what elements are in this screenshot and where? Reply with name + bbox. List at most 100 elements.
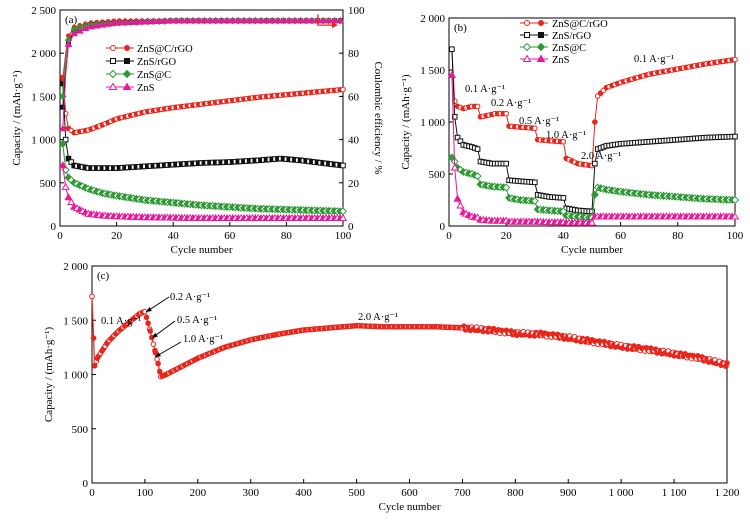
data-point — [156, 368, 163, 375]
legend-marker — [124, 45, 130, 51]
legend-marker — [536, 54, 546, 62]
rate-annotation: 0.1 A·g⁻¹ — [634, 54, 674, 65]
data-point — [62, 136, 69, 143]
data-point — [87, 22, 96, 30]
y-tick-label: 500 — [40, 178, 57, 190]
data-point — [58, 139, 67, 148]
data-point — [724, 360, 730, 366]
data-point — [279, 16, 288, 24]
data-point — [732, 56, 738, 63]
y-tick-label: 2 000 — [420, 13, 445, 25]
x-tick-label: 1 200 — [715, 487, 740, 499]
y-tick-label: 500 — [429, 169, 446, 181]
y2-tick-label: 0 — [348, 221, 354, 233]
data-point — [274, 16, 282, 24]
data-point — [149, 17, 158, 25]
x-tick-label: 700 — [454, 487, 471, 499]
legend-marker — [108, 82, 118, 90]
data-point — [451, 114, 458, 120]
data-point — [732, 133, 738, 140]
y-tick-label: 0 — [51, 221, 57, 233]
y-axis-title: Capacity / (mAh·g⁻¹) — [43, 327, 55, 423]
x-tick-label: 0 — [57, 230, 63, 242]
x-tick-label: 300 — [243, 487, 260, 499]
data-point — [473, 172, 482, 181]
panel-label: (a) — [65, 14, 78, 26]
data-point — [560, 195, 567, 201]
y2-tick-label: 80 — [348, 48, 360, 60]
rate-annotation: 0.1 A·g⁻¹ — [465, 84, 505, 95]
x-axis-title: Cycle number — [170, 244, 232, 256]
series-ZnS/rGO — [449, 46, 738, 215]
legend-marker — [122, 82, 132, 90]
series-ZnS/rGO — [60, 80, 346, 171]
data-point — [502, 183, 511, 192]
data-point — [449, 46, 455, 53]
data-point — [228, 16, 237, 24]
series-line — [62, 20, 343, 97]
data-point — [132, 18, 141, 25]
y-tick-label: 2 000 — [63, 261, 88, 273]
data-point — [115, 18, 124, 26]
legend-marker — [110, 45, 116, 51]
data-point — [143, 314, 150, 321]
data-point — [89, 293, 95, 300]
x-tick-label: 0 — [446, 230, 452, 242]
legend-label: ZnS — [552, 55, 570, 66]
data-point — [200, 16, 209, 24]
x-tick-label: 100 — [137, 487, 154, 499]
data-point — [245, 16, 254, 24]
data-point — [194, 16, 203, 24]
panel-label: (c) — [97, 270, 110, 282]
x-axis-title: Cycle number — [378, 501, 440, 513]
data-point — [64, 193, 73, 201]
data-point — [155, 17, 163, 24]
rate-annotation: 1.0 A·g⁻¹ — [546, 130, 586, 141]
annotation-arrow-head — [155, 352, 161, 357]
y-tick-label: 1 000 — [420, 117, 445, 129]
data-point — [291, 16, 299, 24]
data-point — [234, 16, 243, 24]
data-point — [262, 16, 271, 24]
legend-marker — [124, 58, 130, 64]
rate-annotation: 0.2 A·g⁻¹ — [491, 98, 531, 109]
legend-marker — [538, 20, 544, 26]
series-ZnS@C/rGO — [60, 18, 343, 82]
data-point — [302, 16, 311, 24]
x-tick-label: 100 — [335, 230, 352, 242]
x-tick-label: 40 — [168, 230, 180, 242]
legend-marker — [524, 32, 530, 38]
data-point — [560, 138, 567, 145]
data-point — [268, 16, 277, 24]
data-point — [454, 134, 461, 141]
rate-annotation: 2.0 A·g⁻¹ — [581, 151, 621, 162]
data-point — [109, 19, 118, 26]
data-point — [592, 119, 598, 125]
data-point — [240, 16, 248, 24]
series-ZnS@C — [59, 17, 344, 101]
legend-marker — [122, 69, 132, 79]
data-point — [589, 208, 595, 215]
series-ZnS — [58, 161, 348, 222]
series-line — [62, 20, 343, 80]
data-point — [145, 320, 151, 327]
data-point — [257, 16, 265, 24]
legend-marker — [524, 20, 530, 26]
legend-label: ZnS/rGO — [137, 57, 177, 68]
series-ZnS@C — [58, 139, 348, 216]
data-point — [91, 363, 98, 369]
data-point — [503, 160, 509, 167]
legend-marker — [522, 54, 532, 62]
data-point — [217, 16, 226, 24]
y-tick-label: 1 500 — [31, 91, 56, 103]
data-point — [58, 161, 68, 169]
legend-label: ZnS@C — [552, 43, 586, 54]
data-point — [166, 16, 175, 24]
data-point — [532, 125, 538, 132]
data-point — [336, 16, 345, 24]
data-point — [319, 16, 328, 24]
series-ZnS@C/rGO — [60, 74, 346, 136]
rate-annotation: 0.5 A·g⁻¹ — [519, 116, 559, 127]
